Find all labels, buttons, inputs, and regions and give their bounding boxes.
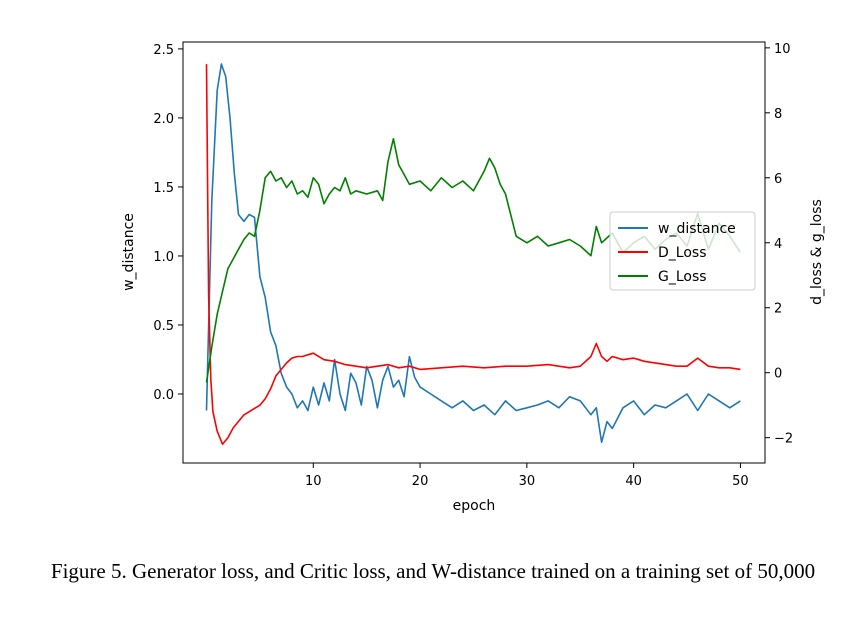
y-left-tick-label-1: 0.5 [153,319,174,334]
y-right-tick-label-5: 8 [774,107,782,122]
y-left-tick-label-5: 2.5 [153,43,174,58]
y-right-tick-label-0: −2 [774,432,793,447]
y-right-tick-label-1: 0 [774,367,782,382]
series-line-d-loss [205,64,741,446]
x-tick-label-10: 10 [305,474,322,489]
y-axis-left-label: w_distance [121,213,137,291]
legend: w_distance D_Loss G_Loss [609,211,756,291]
x-tick-label-20: 20 [412,474,429,489]
y-axis-right-label: d_loss & g_loss [809,199,825,305]
y-axis-left: 0.0 0.5 1.0 1.5 2.0 2.5 [153,43,183,403]
plot-frame [182,41,766,464]
x-tick-label-30: 30 [519,474,536,489]
chart: 10 20 30 40 50 0.0 0.5 1.0 1.5 2.0 2.5 −2 0 2 4 6 8 10 … [121,41,825,514]
y-left-tick-label-0: 0.0 [153,388,174,403]
series-line-w-distance [205,63,741,444]
y-right-tick-label-2: 2 [774,302,782,317]
x-axis: 10 20 30 40 50 [305,463,749,489]
legend-box [609,211,756,291]
y-right-tick-label-4: 6 [774,172,782,187]
y-left-tick-label-4: 2.0 [153,112,174,127]
legend-label-g-loss: G_Loss [658,269,707,285]
legend-label-d-loss: D_Loss [658,245,707,261]
x-tick-label-40: 40 [625,474,642,489]
x-tick-label-50: 50 [732,474,749,489]
x-axis-label: epoch [453,498,496,514]
legend-label-w-distance: w_distance [658,221,736,237]
y-right-tick-label-6: 10 [774,42,791,57]
y-axis-right: −2 0 2 4 6 8 10 [765,42,793,447]
y-left-tick-label-2: 1.0 [153,250,174,265]
y-left-tick-label-3: 1.5 [153,181,174,196]
figure-caption: Figure 5. Generator loss, and Critic los… [50,559,816,583]
y-right-tick-label-3: 4 [774,237,782,252]
